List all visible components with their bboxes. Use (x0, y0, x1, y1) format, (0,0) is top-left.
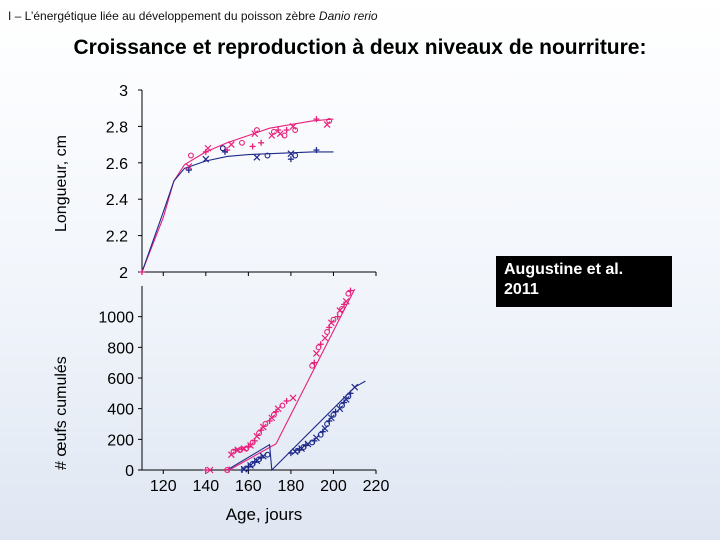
point-marker (324, 421, 331, 427)
point-marker (264, 451, 271, 458)
length-y-label: Longueur, cm (53, 135, 70, 232)
eggs-y-label: # œufs cumulés (53, 356, 70, 470)
growth-curve (141, 118, 334, 273)
y-tick-label: 0 (125, 463, 134, 480)
point-marker (202, 155, 210, 163)
point-marker (289, 122, 297, 130)
x-tick-label: 200 (320, 478, 347, 495)
x-tick-label: 140 (192, 478, 219, 495)
point-marker (262, 421, 269, 427)
length-panel: 2 2.2 2.4 2.6 2.8 3 Longueur, cm (53, 83, 377, 282)
point-marker (336, 405, 344, 413)
point-marker (187, 152, 194, 159)
point-marker (247, 442, 254, 449)
point-marker (256, 430, 262, 437)
point-marker (287, 150, 295, 158)
eggs-panel: 0 200 400 600 800 1000 120 140 160 180 200 220 # œ… (53, 286, 389, 524)
eggs-y-ticks: 0 200 400 600 800 1000 (98, 310, 142, 480)
cumulative-eggs-line (226, 380, 366, 472)
slide-header: I – L’énergétique liée au développement … (8, 9, 378, 23)
y-tick-label: 2.4 (106, 192, 128, 209)
point-marker (268, 132, 276, 139)
x-tick-label: 180 (278, 478, 305, 495)
y-tick-label: 400 (107, 402, 134, 419)
point-marker (351, 383, 359, 391)
point-marker (292, 127, 299, 133)
point-marker (289, 394, 297, 402)
point-marker (324, 329, 331, 335)
x-tick-label: 160 (235, 478, 262, 495)
growth-curve (141, 151, 334, 273)
point-marker (270, 128, 277, 135)
point-marker (281, 132, 288, 139)
point-marker (330, 411, 337, 418)
point-marker (279, 402, 286, 409)
point-marker (342, 297, 350, 305)
eggs-lines (226, 288, 366, 472)
eggs-x-ticks: 120 140 160 180 200 220 (150, 470, 390, 495)
point-marker (345, 290, 352, 297)
point-marker (219, 145, 226, 152)
citation-authors: Augustine et al. (504, 261, 624, 278)
slide-title: Croissance et reproduction à deux niveau… (73, 36, 647, 59)
y-tick-label: 3 (119, 83, 128, 100)
point-marker (227, 141, 235, 149)
cumulative-eggs-line (228, 288, 356, 471)
point-marker (276, 130, 284, 138)
header-species: Danio rerio (318, 9, 378, 23)
point-marker (204, 144, 212, 152)
point-marker (259, 423, 267, 431)
y-tick-label: 600 (107, 371, 134, 388)
point-marker (253, 127, 260, 133)
point-marker (326, 117, 333, 124)
point-marker (270, 411, 277, 418)
point-marker (315, 344, 322, 351)
point-marker (342, 396, 350, 403)
point-marker (185, 163, 193, 170)
point-marker (206, 466, 214, 474)
length-y-ticks: 2 2.2 2.4 2.6 2.8 3 (106, 83, 142, 282)
length-points (139, 116, 333, 275)
x-tick-label: 120 (150, 478, 177, 495)
point-marker (323, 121, 331, 129)
point-marker (239, 139, 245, 146)
point-marker (268, 414, 276, 422)
point-marker (253, 153, 261, 161)
y-tick-label: 2.8 (106, 119, 128, 136)
x-tick-label: 220 (363, 478, 390, 495)
point-marker (309, 362, 316, 369)
header-text: I – L’énergétique liée au développement … (8, 9, 319, 23)
point-marker (345, 393, 352, 400)
citation-year: 2011 (504, 281, 539, 298)
length-curves (141, 118, 377, 276)
point-marker (321, 334, 329, 342)
point-marker (253, 432, 261, 440)
point-marker (327, 414, 335, 422)
y-tick-label: 800 (107, 340, 134, 357)
point-marker (317, 431, 324, 438)
y-tick-label: 2.2 (106, 229, 128, 246)
point-marker (339, 402, 345, 409)
y-tick-label: 1000 (98, 310, 134, 327)
y-tick-label: 2 (119, 265, 128, 282)
point-marker (264, 152, 271, 159)
point-marker (339, 306, 345, 312)
point-marker (227, 451, 235, 459)
point-marker (327, 319, 335, 327)
eggs-x-label: Age, jours (226, 505, 303, 524)
point-marker (330, 316, 337, 323)
point-marker (313, 350, 320, 357)
citation-box: Augustine et al. 2011 (496, 256, 672, 307)
point-marker (292, 152, 299, 159)
point-marker (251, 130, 259, 138)
y-tick-label: 200 (107, 432, 134, 449)
y-tick-label: 2.6 (106, 156, 128, 173)
eggs-points (202, 287, 359, 474)
